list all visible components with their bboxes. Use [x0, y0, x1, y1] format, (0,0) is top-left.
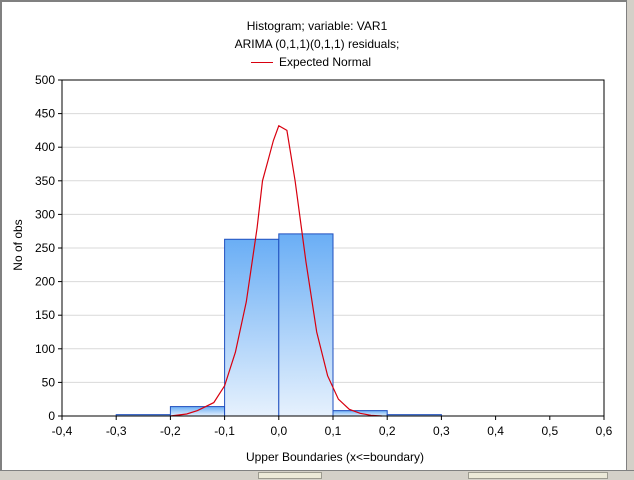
chart-subtitle: ARIMA (0,1,1)(0,1,1) residuals;: [234, 37, 400, 51]
y-axis-label: No of obs: [11, 219, 25, 270]
y-tick-label: 400: [35, 140, 55, 154]
y-tick-label: 500: [35, 73, 55, 87]
y-tick-label: 150: [35, 308, 55, 322]
y-tick-label: 50: [42, 375, 56, 389]
window-top-border: [0, 0, 634, 2]
y-tick-label: 100: [35, 342, 55, 356]
y-axis-ticks: 0 50 100 150 200 250 300 350 400 450 500: [35, 73, 62, 423]
expected-normal-line: [170, 124, 382, 417]
scrollbar-thumb[interactable]: [258, 472, 322, 479]
vertical-scrollbar[interactable]: [626, 0, 634, 480]
chart-title: Histogram; variable: VAR1: [246, 19, 388, 33]
y-tick-label: 250: [35, 241, 55, 255]
x-axis-label: Upper Boundaries (x<=boundary): [246, 450, 424, 464]
expected-normal-curve: [170, 124, 382, 417]
x-tick-label: -0,4: [52, 424, 73, 438]
y-tick-label: 200: [35, 275, 55, 289]
y-tick-label: 300: [35, 207, 55, 221]
x-tick-label: 0,0: [270, 424, 287, 438]
y-tick-label: 450: [35, 107, 55, 121]
window-left-border: [0, 0, 2, 480]
y-tick-label: 0: [48, 409, 55, 423]
x-tick-label: 0,1: [325, 424, 342, 438]
x-tick-label: -0,2: [160, 424, 181, 438]
legend-swatch-expected-normal: [251, 62, 273, 63]
bars: [115, 233, 442, 417]
x-tick-label: 0,2: [379, 424, 396, 438]
y-tick-label: 350: [35, 174, 55, 188]
x-tick-label: 0,5: [541, 424, 558, 438]
x-axis-ticks: -0,4 -0,3 -0,2 -0,1 0,0 0,1 0,2 0,3 0,4 0,5 0,6: [52, 416, 613, 438]
legend-label-expected-normal: Expected Normal: [279, 55, 372, 69]
x-tick-label: -0,1: [214, 424, 235, 438]
x-tick-label: 0,3: [433, 424, 450, 438]
x-tick-label: 0,6: [596, 424, 613, 438]
x-tick-label: 0,4: [487, 424, 504, 438]
x-tick-label: -0,3: [106, 424, 127, 438]
scrollbar-thumb-secondary[interactable]: [468, 472, 608, 479]
